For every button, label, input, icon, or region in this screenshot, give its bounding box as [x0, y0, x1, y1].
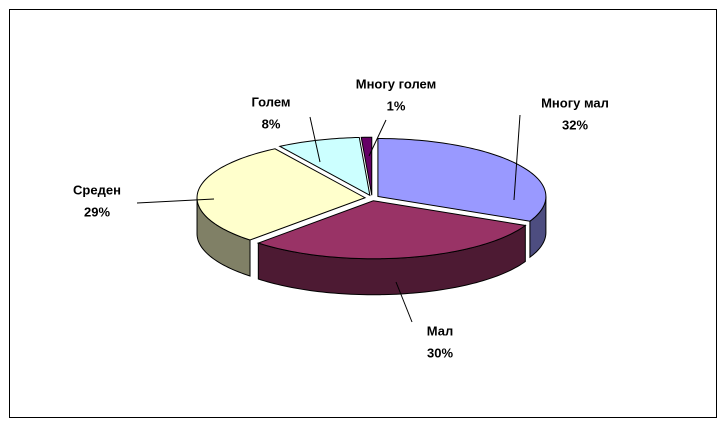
slice-label: Среден — [73, 182, 121, 197]
slice-value-label: 8% — [262, 116, 281, 131]
slice — [360, 136, 373, 196]
slice-value-label: 32% — [562, 117, 588, 132]
slice — [196, 148, 367, 241]
leader-line — [368, 119, 387, 157]
leader-line — [136, 198, 215, 204]
slice — [377, 137, 547, 222]
leader-line — [395, 281, 413, 323]
slice-label: Мал — [427, 323, 453, 338]
slice-label: Многу голем — [356, 76, 437, 91]
slice-value-label: 29% — [84, 204, 110, 219]
slice-value-label: 30% — [427, 345, 453, 360]
slice-label: Многу мал — [541, 95, 609, 110]
slice — [278, 136, 371, 197]
slice-label: Голем — [251, 94, 290, 109]
leader-line — [309, 116, 321, 163]
leader-line — [513, 114, 521, 201]
slice-value-label: 1% — [387, 98, 406, 113]
slice — [256, 200, 527, 260]
